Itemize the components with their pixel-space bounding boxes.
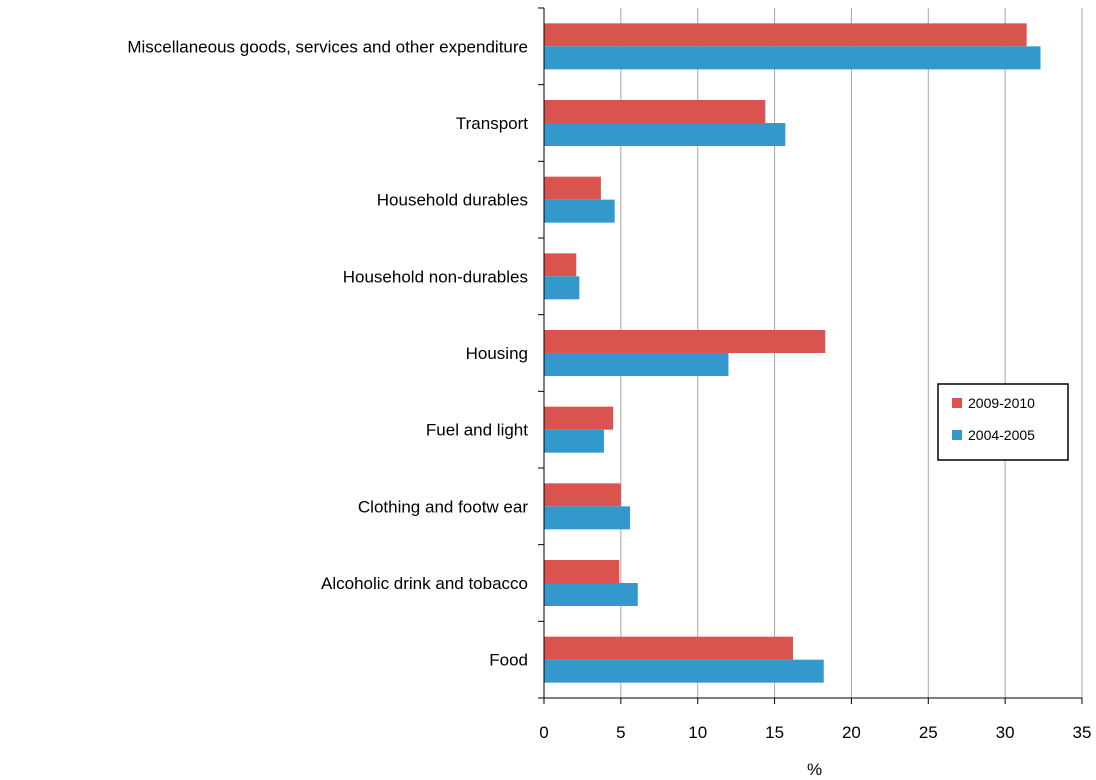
bar-2004-2005-food <box>544 659 824 683</box>
bar-2009-2010-household-non-durables <box>544 253 577 277</box>
bar-2004-2005-clothing-and-footw-ear <box>544 506 631 530</box>
category-label: Housing <box>466 344 528 363</box>
category-labels: Food Alcoholic drink and tobacco Clothing … <box>127 37 528 669</box>
x-tick-label: 5 <box>616 723 625 742</box>
bar-2004-2005-household-non-durables <box>544 276 580 300</box>
legend-label: 2009-2010 <box>968 395 1035 411</box>
bar-2009-2010-miscellaneous-goods-services-and-other-expenditure <box>544 23 1027 47</box>
legend-label: 2004-2005 <box>968 427 1035 443</box>
legend-box <box>937 383 1069 461</box>
legend-swatch <box>952 430 962 440</box>
category-label: Clothing and footw ear <box>358 497 528 516</box>
x-tick-label: 0 <box>539 723 548 742</box>
x-tick-label: 35 <box>1073 723 1092 742</box>
category-label: Alcoholic drink and tobacco <box>321 574 528 593</box>
category-label: Miscellaneous goods, services and other … <box>127 37 528 56</box>
x-tick-label: 25 <box>919 723 938 742</box>
category-label: Household durables <box>377 191 528 210</box>
bar-2004-2005-housing <box>544 353 729 376</box>
bar-2009-2010-transport <box>544 100 766 123</box>
bar-2009-2010-fuel-and-light <box>544 406 614 430</box>
category-label: Fuel and light <box>426 421 528 440</box>
bar-2009-2010-housing <box>544 330 826 353</box>
bar-2004-2005-household-durables <box>544 199 615 223</box>
bar-2004-2005-miscellaneous-goods-services-and-other-expenditure <box>544 46 1041 70</box>
bar-2004-2005-transport <box>544 123 786 146</box>
x-axis-title: % <box>807 760 822 779</box>
bar-2009-2010-clothing-and-footw-ear <box>544 483 621 507</box>
x-tick-label: 30 <box>996 723 1015 742</box>
bar-2009-2010-household-durables <box>544 176 601 200</box>
category-label: Food <box>489 651 528 670</box>
bars <box>544 23 1041 683</box>
bar-2004-2005-alcoholic-drink-and-tobacco <box>544 583 638 606</box>
axes <box>538 7 1083 704</box>
bar-2009-2010-food <box>544 636 794 660</box>
category-label: Transport <box>456 114 528 133</box>
x-tick-label: 10 <box>688 723 707 742</box>
bar-2004-2005-fuel-and-light <box>544 429 604 453</box>
category-label: Household non-durables <box>343 267 528 286</box>
x-tick-labels: 0 5 10 15 20 25 30 35 <box>539 723 1091 742</box>
bar-2009-2010-alcoholic-drink-and-tobacco <box>544 560 620 583</box>
legend: 2009-2010 2004-2005 <box>937 383 1069 461</box>
x-tick-label: 15 <box>765 723 784 742</box>
legend-swatch <box>952 398 962 408</box>
x-tick-label: 20 <box>842 723 861 742</box>
